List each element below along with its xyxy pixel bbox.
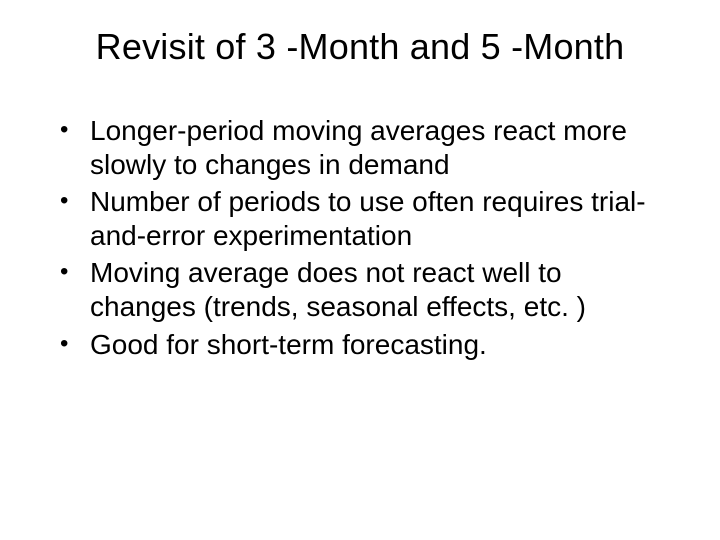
bullet-item: Moving average does not react well to ch…: [60, 256, 674, 323]
bullet-list: Longer-period moving averages react more…: [36, 114, 684, 361]
bullet-item: Number of periods to use often requires …: [60, 185, 674, 252]
slide-title: Revisit of 3 -Month and 5 -Month: [36, 26, 684, 68]
bullet-item: Good for short-term forecasting.: [60, 328, 674, 362]
bullet-item: Longer-period moving averages react more…: [60, 114, 674, 181]
slide: Revisit of 3 -Month and 5 -Month Longer-…: [0, 0, 720, 540]
